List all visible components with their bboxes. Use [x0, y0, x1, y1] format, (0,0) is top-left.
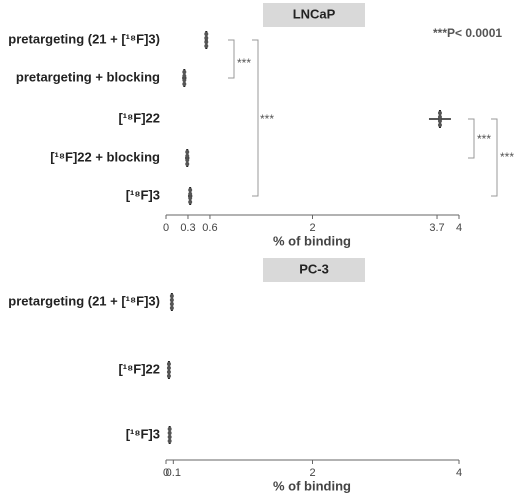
- bracket: [468, 118, 475, 159]
- point: [437, 123, 442, 127]
- x-tick-label: 0: [163, 222, 169, 234]
- annotation: ***: [477, 132, 491, 146]
- point: [185, 158, 190, 162]
- bracket: [252, 39, 259, 197]
- point: [188, 188, 193, 192]
- point: [437, 111, 442, 115]
- point: [169, 298, 174, 302]
- x-tick-label: 4: [456, 467, 462, 479]
- point: [169, 294, 174, 298]
- category-label: [¹⁸F]22: [118, 361, 160, 376]
- title-box: [263, 3, 365, 27]
- x-tick-label: 0.1: [166, 467, 181, 479]
- point: [166, 370, 171, 374]
- bracket: [491, 118, 498, 197]
- point: [167, 431, 172, 435]
- category-label: pretargeting (21 + [¹⁸F]3): [8, 31, 160, 46]
- point: [182, 78, 187, 82]
- point: [166, 362, 171, 366]
- point: [204, 44, 209, 48]
- x-tick-label: 2: [309, 467, 315, 479]
- category-label: [¹⁸F]22 + blocking: [50, 149, 160, 164]
- point: [185, 154, 190, 158]
- point: [204, 36, 209, 40]
- x-tick-label: 0: [163, 467, 169, 479]
- point: [167, 439, 172, 443]
- x-tick-label: 0.6: [202, 222, 217, 234]
- annotation: ***P< 0.0001: [433, 26, 502, 40]
- point: [182, 82, 187, 86]
- category-label: [¹⁸F]22: [118, 110, 160, 125]
- point: [437, 115, 442, 119]
- category-label: [¹⁸F]3: [126, 426, 160, 441]
- point: [188, 192, 193, 196]
- point: [167, 435, 172, 439]
- point: [188, 200, 193, 204]
- x-tick-label: 2: [309, 222, 315, 234]
- point: [185, 150, 190, 154]
- chart-title: LNCaP: [293, 6, 336, 21]
- x-axis-label: % of binding: [273, 233, 351, 248]
- point: [169, 306, 174, 310]
- point: [204, 32, 209, 36]
- annotation: ***: [237, 56, 251, 70]
- bracket: [228, 39, 235, 79]
- category-label: [¹⁸F]3: [126, 187, 160, 202]
- point: [185, 162, 190, 166]
- chart-title: PC-3: [299, 261, 329, 276]
- point: [437, 119, 442, 123]
- x-tick-label: 3.7: [429, 222, 444, 234]
- point: [182, 70, 187, 74]
- point: [188, 196, 193, 200]
- category-label: pretargeting + blocking: [16, 69, 160, 84]
- point: [182, 74, 187, 78]
- point: [166, 374, 171, 378]
- title-box: [263, 258, 365, 282]
- point: [169, 302, 174, 306]
- x-tick-label: 4: [456, 222, 462, 234]
- point: [166, 366, 171, 370]
- category-label: pretargeting (21 + [¹⁸F]3): [8, 293, 160, 308]
- annotation: ***: [500, 150, 514, 164]
- point: [167, 427, 172, 431]
- x-tick-label: 0.3: [180, 222, 195, 234]
- x-axis-label: % of binding: [273, 478, 351, 493]
- annotation: ***: [260, 112, 274, 126]
- point: [204, 40, 209, 44]
